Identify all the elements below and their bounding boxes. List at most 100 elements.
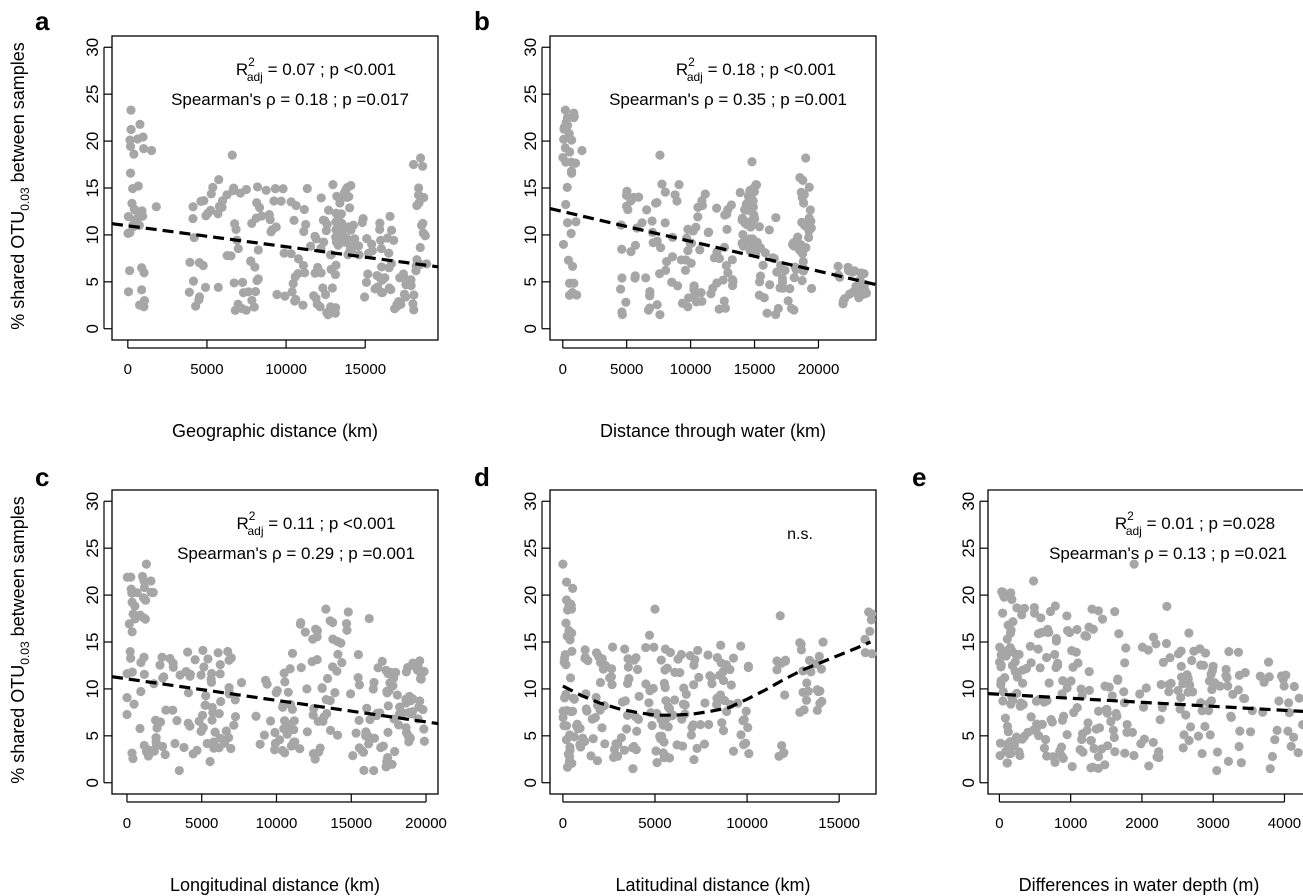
data-point <box>804 213 814 223</box>
data-point <box>222 250 232 261</box>
data-point <box>1178 679 1188 689</box>
data-point <box>188 276 199 286</box>
data-point <box>1026 712 1036 722</box>
data-point <box>125 168 136 178</box>
data-point <box>633 714 644 724</box>
data-point <box>789 272 799 283</box>
data-point <box>359 765 369 775</box>
data-point <box>833 261 843 271</box>
data-point <box>562 182 572 192</box>
data-point <box>777 740 787 751</box>
data-point <box>300 627 310 637</box>
data-point <box>1144 761 1154 771</box>
data-layer <box>549 105 877 320</box>
data-point <box>254 202 265 213</box>
data-point <box>312 626 322 636</box>
data-point <box>126 124 136 135</box>
data-point <box>1032 719 1042 729</box>
data-point <box>188 213 198 224</box>
data-point <box>257 211 267 221</box>
data-point <box>203 654 213 664</box>
data-point <box>620 696 630 706</box>
data-point <box>1067 646 1077 656</box>
x-tick-label: 20000 <box>405 815 447 832</box>
data-point <box>345 689 356 699</box>
data-point <box>409 290 419 300</box>
data-point <box>350 234 360 244</box>
data-point <box>299 226 309 237</box>
data-point <box>607 679 617 690</box>
data-point <box>743 662 753 673</box>
data-point <box>590 712 600 723</box>
data-point <box>342 625 352 635</box>
data-point <box>348 750 358 761</box>
data-point <box>1084 666 1094 677</box>
data-point <box>660 644 671 654</box>
y-tick-label: 20 <box>521 586 540 605</box>
data-point <box>302 727 312 737</box>
data-point <box>243 287 254 297</box>
data-point <box>255 739 265 749</box>
data-point <box>704 719 714 730</box>
data-point <box>797 275 807 286</box>
data-point <box>1233 685 1244 695</box>
data-point <box>1058 753 1068 764</box>
data-point <box>800 220 810 231</box>
data-point <box>648 683 658 694</box>
data-point <box>591 648 602 658</box>
svg-text:% shared OTU0.03 between sampl: % shared OTU0.03 between samples <box>8 496 32 784</box>
data-point <box>386 284 396 295</box>
data-point <box>1119 687 1129 697</box>
data-point <box>667 711 677 721</box>
data-point <box>1018 678 1028 688</box>
data-point <box>643 305 654 315</box>
data-point <box>567 628 577 638</box>
data-point <box>126 653 136 663</box>
data-layer <box>988 559 1303 776</box>
data-point <box>723 268 733 278</box>
data-point <box>582 706 592 716</box>
data-point <box>1184 628 1194 638</box>
data-point <box>695 245 705 255</box>
data-point <box>321 604 331 614</box>
data-point <box>812 705 822 715</box>
data-point <box>253 245 263 255</box>
data-point <box>1165 653 1175 663</box>
data-point <box>1072 624 1082 635</box>
data-point <box>1263 657 1274 667</box>
data-point <box>559 134 569 144</box>
data-point <box>567 168 577 178</box>
data-point <box>289 740 299 750</box>
y-tick-label: 15 <box>83 179 102 198</box>
data-point <box>354 680 365 690</box>
data-point <box>130 601 140 611</box>
data-point <box>690 655 700 665</box>
data-point <box>337 657 347 668</box>
data-point <box>795 707 805 717</box>
data-point <box>206 674 216 684</box>
y-tick-label: 30 <box>83 38 102 57</box>
y-tick-label: 0 <box>83 778 102 787</box>
data-point <box>210 727 220 737</box>
data-point <box>765 280 775 290</box>
data-point <box>674 180 684 190</box>
data-point <box>313 716 323 726</box>
data-point <box>1197 706 1207 716</box>
data-point <box>135 610 145 620</box>
data-point <box>1235 726 1245 736</box>
data-point <box>696 288 706 298</box>
trend-line <box>988 692 1303 713</box>
data-point <box>676 649 686 660</box>
data-point <box>155 717 166 727</box>
data-point <box>805 205 815 215</box>
x-tick-label: 4000 <box>1268 815 1301 832</box>
y-tick-label: 20 <box>959 586 978 605</box>
data-point <box>762 308 772 318</box>
data-point <box>385 211 395 221</box>
data-point <box>722 224 732 234</box>
data-point <box>788 238 798 248</box>
data-point <box>659 737 669 747</box>
data-point <box>660 750 670 760</box>
data-point <box>1033 644 1043 654</box>
data-point <box>621 297 631 307</box>
